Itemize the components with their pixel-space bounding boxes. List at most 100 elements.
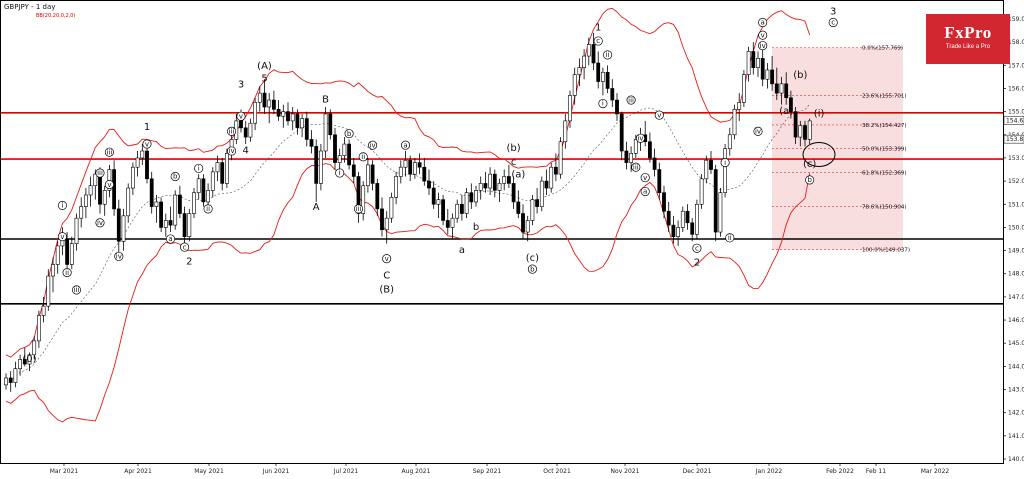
wave-label-ring-33	[382, 254, 392, 264]
y-tick-label-11: 148.000	[1008, 271, 1024, 278]
candle-body-92	[436, 199, 441, 205]
candle-body-139	[657, 169, 662, 193]
candle-52	[248, 118, 253, 142]
candle-body-60	[286, 111, 290, 122]
wave-label-31: iii	[353, 204, 364, 214]
candle-72	[342, 137, 347, 163]
candle-29	[140, 144, 145, 165]
wave-label-text-19: iii	[229, 128, 235, 136]
candle-11	[55, 241, 60, 274]
candle-body-111	[525, 220, 530, 233]
candle-164	[774, 67, 779, 101]
candle-body-167	[788, 97, 793, 112]
candle-body-25	[121, 215, 126, 242]
wave-label-ring-58	[758, 41, 768, 51]
candle-body-21	[102, 190, 107, 205]
wave-label-text-56: i	[724, 159, 726, 167]
candle-96	[455, 199, 460, 223]
candle-115	[544, 169, 549, 195]
candle-68	[323, 107, 328, 158]
candle-103	[488, 167, 493, 195]
candle-167	[788, 90, 793, 119]
x-tick-label-4: Jul 2021	[333, 468, 359, 475]
wave-label-ring-60	[753, 126, 763, 136]
candle-body-119	[563, 120, 568, 143]
candle-body-37	[178, 194, 182, 214]
candle-body-171	[807, 120, 812, 140]
wave-label-ring-7	[104, 180, 114, 190]
wave-label-11: v	[142, 139, 152, 149]
candle-body-16	[79, 206, 84, 219]
candle-body-122	[577, 67, 582, 75]
candle-100	[474, 185, 478, 207]
candle-body-84	[398, 166, 403, 177]
candle-body-156	[737, 102, 742, 110]
candle-5	[27, 352, 32, 371]
wave-label-text-30: ii	[361, 153, 365, 161]
wave-label-text-39: c	[511, 157, 517, 168]
wave-label-ring-5	[95, 168, 105, 178]
candle-110	[521, 204, 525, 239]
candle-82	[389, 192, 394, 223]
candle-89	[422, 157, 427, 186]
candle-106	[502, 169, 507, 191]
candle-body-54	[257, 92, 262, 103]
wave-label-ring-19	[227, 126, 237, 136]
current-price-tag-text: 154.622	[1006, 117, 1024, 124]
candle-127	[600, 67, 605, 96]
candle-53	[253, 97, 258, 131]
wave-label-65: b	[805, 175, 815, 185]
candle-body-110	[521, 213, 525, 233]
current-price-tag: 154.622	[1003, 116, 1024, 125]
candle-body-31	[149, 178, 154, 207]
wave-label-text-67: c	[831, 19, 835, 27]
x-tick-label-10: Jan 2022	[755, 468, 783, 475]
candle-body-3	[18, 359, 23, 369]
candle-body-43	[206, 190, 211, 203]
candle-body-100	[474, 190, 478, 203]
candle-60	[286, 102, 290, 126]
candle-132	[624, 141, 629, 170]
wave-label-45: ii	[603, 50, 613, 60]
wave-label-44: c	[593, 36, 603, 46]
wave-label-text-0: (0)	[22, 354, 36, 365]
candle-121	[572, 67, 577, 105]
candles	[4, 32, 812, 392]
candle-body-14	[69, 243, 74, 265]
wave-label-text-43: 1	[595, 23, 601, 34]
wave-label-ring-49	[635, 133, 646, 143]
wave-label-37: b	[473, 222, 479, 233]
candle-117	[553, 153, 558, 182]
candle-body-169	[798, 125, 803, 138]
wave-label-text-8: iii	[106, 148, 112, 156]
wave-label-ring-1	[57, 200, 67, 210]
candle-27	[131, 162, 135, 195]
candle-114	[539, 176, 544, 212]
wave-label-24: 5	[261, 74, 267, 85]
candle-body-91	[431, 187, 436, 205]
candle-body-0	[4, 377, 8, 386]
upper-band	[5, 7, 811, 358]
candle-16	[79, 197, 84, 228]
x-tick-label-9: Dec 2021	[683, 468, 712, 475]
wave-label-text-9: iv	[116, 253, 122, 261]
pullback-circle	[802, 141, 836, 167]
wave-label-text-20: v	[239, 112, 243, 120]
wave-label-text-1: i	[61, 202, 63, 210]
candle-171	[807, 118, 812, 145]
candle-128	[605, 65, 610, 94]
candle-107	[506, 164, 511, 189]
candle-body-57	[271, 99, 276, 110]
candle-38	[182, 206, 187, 244]
candle-body-101	[478, 183, 483, 191]
secondary-price-tag-text: 153.812	[1006, 136, 1024, 143]
candle-7	[36, 310, 41, 348]
fib-label-4: 61.8%(152.369)	[862, 171, 907, 177]
y-tick-label-17: 142.000	[1008, 410, 1024, 417]
candle-body-11	[55, 245, 60, 265]
y-tick-label-8: 151.000	[1008, 201, 1024, 208]
candle-body-102	[483, 183, 488, 189]
candle-body-120	[568, 95, 572, 122]
candle-body-39	[187, 213, 192, 237]
candle-body-36	[173, 194, 178, 226]
